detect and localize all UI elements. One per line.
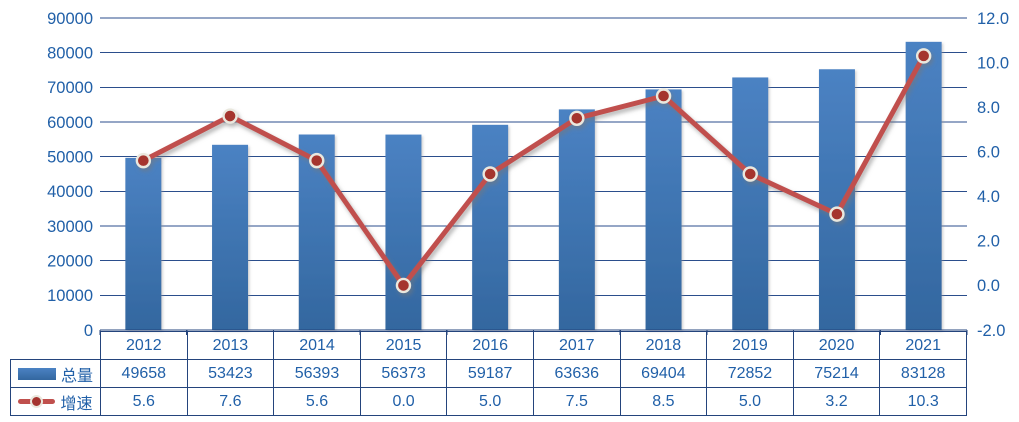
right-axis-tick-label: 8.0	[977, 99, 1000, 117]
table-value-cell: 7.6	[186, 387, 275, 416]
table-year-header: 2018	[619, 331, 708, 360]
bar-2018	[645, 89, 682, 330]
bar-2013	[212, 144, 249, 330]
bar-2015	[385, 134, 422, 330]
table-year-header: 2014	[273, 331, 361, 360]
data-table: 2012 2013 2014 2015 2016 2017 2018 2019 2020 2021…	[10, 331, 967, 416]
table-year-header: 2019	[706, 331, 794, 360]
table-value-cell: 53423	[186, 359, 275, 388]
marker-2015	[395, 277, 412, 294]
table-value-cell: 5.6	[273, 387, 361, 416]
table-value-cell: 8.5	[619, 387, 708, 416]
table-value-cell: 56373	[359, 359, 448, 388]
line-legend-swatch	[18, 395, 56, 408]
table-value-cell: 5.0	[446, 387, 534, 416]
right-axis-tick-label: 10.0	[977, 54, 1009, 72]
table-year-header: 2020	[792, 331, 881, 360]
right-axis-tick-label: 0.0	[977, 277, 1000, 295]
table-value-cell: 83128	[879, 359, 967, 388]
left-axis-tick-label: 20000	[47, 252, 93, 270]
bars	[125, 41, 942, 331]
left-axis-tick-label: 40000	[47, 183, 93, 201]
right-axis-tick-label: 4.0	[977, 188, 1000, 206]
table-year-header: 2015	[359, 331, 448, 360]
right-axis-tick-label: -2.0	[977, 322, 1005, 340]
table-value-cell: 5.0	[706, 387, 794, 416]
left-axis-tick-label: 10000	[47, 287, 93, 305]
left-axis-tick-label: 70000	[47, 79, 93, 97]
table-row-total: 总量 49658 53423 56393 56373 59187 63636 69404 728…	[10, 359, 967, 388]
table-value-cell: 75214	[792, 359, 881, 388]
bar-2021	[905, 41, 942, 330]
table-value-cell: 3.2	[792, 387, 881, 416]
table-value-cell: 56393	[273, 359, 361, 388]
table-value-cell: 5.6	[100, 387, 188, 416]
bar-2012	[125, 157, 162, 330]
marker-2017	[569, 110, 585, 126]
combo-chart: 0 10000 20000 30000 40000 50000 60000 70000 8000…	[47, 10, 1009, 340]
table-year-header: 2013	[186, 331, 275, 360]
bar-legend-swatch	[17, 367, 56, 380]
left-axis-tick-label: 50000	[47, 148, 93, 166]
right-axis-tick-label: 12.0	[977, 10, 1009, 28]
table-year-header: 2012	[100, 331, 188, 360]
table-value-cell: 69404	[619, 359, 708, 388]
table-value-cell: 59187	[446, 359, 534, 388]
bar-2016	[472, 124, 509, 331]
right-axis-tick-label: 2.0	[977, 233, 1000, 251]
left-axis-tick-label: 60000	[47, 114, 93, 132]
left-axis-tick-label: 90000	[47, 10, 93, 28]
bar-2019	[732, 77, 769, 330]
marker-2021	[915, 48, 932, 64]
left-axis-tick-label: 80000	[47, 44, 93, 62]
table-year-header: 2021	[879, 331, 967, 360]
left-axis-tick-label: 30000	[47, 218, 93, 236]
table-value-cell: 49658	[100, 359, 188, 388]
legend-cell-total: 总量	[10, 359, 101, 388]
right-axis-tick-label: 6.0	[977, 143, 1000, 161]
marker-2014	[309, 152, 325, 169]
table-header-row: 2012 2013 2014 2015 2016 2017 2018 2019 2020 2021	[11, 331, 967, 360]
series-name: 总量	[60, 367, 93, 385]
bar-2020	[818, 69, 855, 331]
marker-2013	[222, 108, 238, 124]
series-name: 增速	[60, 395, 93, 413]
marker-2019	[742, 166, 758, 182]
table-value-cell: 63636	[532, 359, 621, 388]
table-row-growth: 增速 5.6 7.6 5.6 0.0 5.0 7.5 8.5 5.0 3.2 10.3	[10, 387, 967, 416]
growth-line	[135, 48, 932, 294]
left-axis-tick-label: 0	[84, 322, 93, 340]
table-year-header: 2016	[446, 331, 534, 360]
left-axis-labels: 0 10000 20000 30000 40000 50000 60000 70000 8000…	[47, 10, 93, 340]
table-value-cell: 72852	[706, 359, 794, 388]
marker-2020	[829, 206, 845, 222]
marker-2012	[135, 152, 152, 169]
table-value-cell: 10.3	[879, 387, 967, 416]
right-axis-labels: -2.0 0.0 2.0 4.0 6.0 8.0 10.0 12.0	[977, 10, 1009, 340]
table-year-header: 2017	[532, 331, 621, 360]
table-value-cell: 7.5	[532, 387, 621, 416]
bar-2017	[558, 109, 595, 330]
marker-2018	[655, 88, 672, 104]
marker-2016	[482, 166, 498, 182]
table-blank-cell	[11, 332, 101, 360]
table-value-cell: 0.0	[359, 387, 448, 416]
legend-cell-growth: 增速	[10, 387, 101, 416]
